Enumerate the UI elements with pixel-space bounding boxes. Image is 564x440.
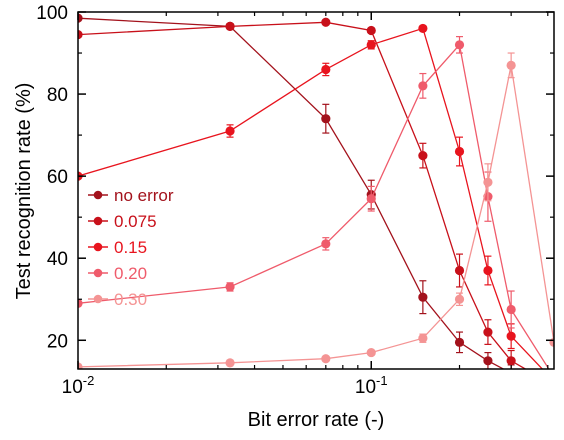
- data-point: [549, 385, 558, 394]
- data-point: [454, 40, 465, 50]
- data-point: [454, 265, 465, 276]
- data-point: [225, 21, 235, 31]
- axes: 20 40 60 80 100 10-2 10-1: [36, 3, 554, 398]
- data-point: [454, 294, 465, 304]
- data-point: [506, 60, 516, 70]
- data-point: [78, 362, 83, 369]
- series-line: [78, 43, 550, 369]
- data-point: [549, 381, 558, 390]
- data-point: [225, 358, 235, 368]
- data-point: [225, 126, 235, 136]
- legend-label: 0.20: [114, 264, 147, 283]
- series-3: [78, 36, 558, 382]
- data-point: [483, 356, 493, 366]
- x-axis-title: Bit error rate (-): [248, 409, 385, 431]
- series-1: [78, 17, 558, 390]
- y-tick-label: 100: [36, 3, 68, 24]
- data-point: [506, 356, 516, 366]
- legend-item: 0.075: [88, 212, 157, 231]
- legend-item: 0.30: [88, 290, 147, 309]
- legend-item: 0.20: [88, 264, 147, 283]
- series-4: [78, 52, 554, 369]
- data-point: [366, 40, 376, 50]
- legend-marker: [93, 268, 103, 278]
- data-point: [454, 146, 465, 157]
- data-point: [454, 337, 465, 347]
- legend-label: 0.30: [114, 290, 147, 309]
- data-point: [321, 354, 331, 364]
- data-point: [78, 13, 83, 23]
- y-axis-title: Test recognition rate (%): [13, 83, 35, 300]
- data-point: [225, 282, 235, 292]
- data-point: [78, 298, 83, 308]
- y-tick-label: 60: [47, 167, 68, 188]
- data-point: [509, 368, 514, 369]
- data-point: [366, 25, 376, 36]
- data-point: [549, 373, 558, 382]
- data-point: [366, 347, 376, 358]
- x-tick-label: 10-1: [355, 373, 388, 398]
- legend-marker: [93, 216, 103, 226]
- legend-marker: [93, 294, 103, 304]
- x-tick-label: 10-2: [62, 373, 95, 398]
- legend: no error 0.075 0.15 0.20 0.30: [88, 186, 174, 309]
- data-point: [366, 194, 376, 204]
- plot-frame: [77, 11, 555, 370]
- data-point: [321, 114, 331, 124]
- data-point: [483, 327, 493, 337]
- legend-marker: [93, 190, 103, 200]
- legend-label: no error: [114, 186, 174, 205]
- data-point: [418, 81, 428, 91]
- y-tick-label: 20: [47, 331, 68, 352]
- legend-item: no error: [88, 186, 174, 205]
- legend-label: 0.15: [114, 238, 147, 257]
- data-point: [418, 151, 428, 161]
- data-point: [483, 177, 493, 187]
- data-point: [321, 64, 331, 75]
- series-2: [78, 23, 558, 386]
- plot-area: [78, 13, 558, 394]
- legend-item: 0.15: [88, 238, 147, 257]
- data-point: [549, 377, 558, 386]
- data-point: [418, 292, 428, 302]
- data-point: [418, 23, 428, 34]
- data-point: [506, 331, 516, 341]
- data-point: [321, 17, 331, 27]
- legend-label: 0.075: [114, 212, 157, 231]
- y-tick-label: 80: [47, 85, 68, 106]
- data-point: [418, 333, 428, 343]
- y-tick-label: 40: [47, 249, 68, 270]
- data-point: [321, 239, 331, 249]
- data-point: [506, 304, 516, 315]
- data-point: [78, 29, 83, 40]
- legend-marker: [93, 242, 103, 252]
- data-point: [483, 265, 493, 276]
